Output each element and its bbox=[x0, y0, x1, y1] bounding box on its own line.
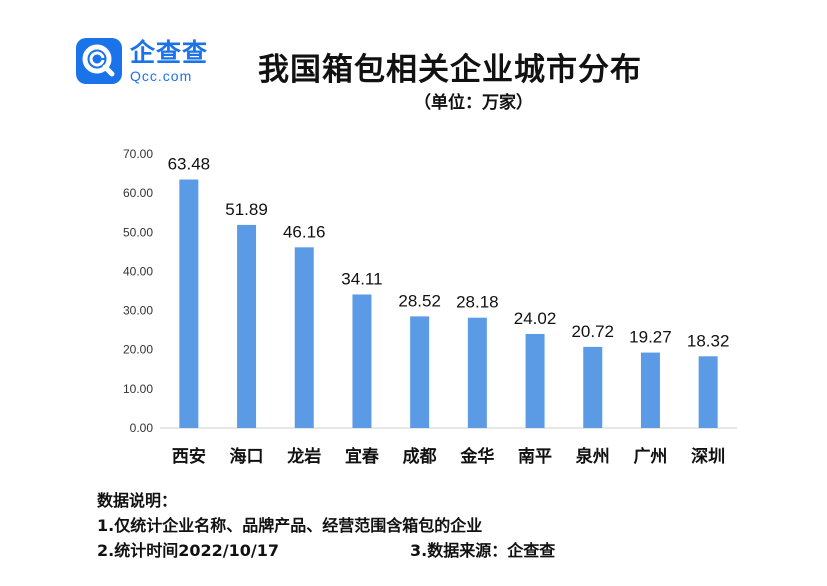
bar-value-label: 19.27 bbox=[629, 328, 672, 347]
bar bbox=[698, 356, 718, 428]
category-label: 南平 bbox=[518, 446, 552, 467]
bar-value-label: 20.72 bbox=[571, 322, 614, 341]
bar bbox=[294, 247, 314, 428]
category-label: 宜春 bbox=[345, 446, 379, 467]
y-tick-label: 20.00 bbox=[123, 343, 153, 357]
bar bbox=[410, 316, 430, 428]
y-tick-label: 60.00 bbox=[123, 186, 153, 200]
category-labels-group: 西安 海口 龙岩 宜春 成都 金华 南平 泉州 广州 深圳 bbox=[172, 446, 725, 467]
value-labels-group: 63.48 51.89 46.16 34.11 28.52 28.18 24.02 20.72… bbox=[168, 155, 730, 351]
y-tick-label: 30.00 bbox=[123, 304, 153, 318]
brand-domain: Qcc.com bbox=[130, 67, 193, 84]
category-label: 西安 bbox=[172, 446, 206, 467]
notes-line-3: 3.数据来源：企查查 bbox=[410, 541, 556, 560]
qcc-logo-icon bbox=[76, 38, 122, 84]
bar bbox=[640, 352, 660, 428]
bar-value-label: 51.89 bbox=[225, 200, 268, 219]
y-tick-label: 40.00 bbox=[123, 264, 153, 278]
data-notes: 数据说明： 1.仅统计企业名称、品牌产品、经营范围含箱包的企业 2.统计时间20… bbox=[97, 488, 555, 563]
bars-group bbox=[179, 179, 718, 428]
y-axis: 0.00 10.00 20.00 30.00 40.00 50.00 60.00 70.00 bbox=[123, 147, 153, 435]
category-label: 海口 bbox=[230, 446, 264, 467]
y-tick-label: 0.00 bbox=[130, 421, 154, 435]
category-label: 泉州 bbox=[575, 446, 610, 467]
brand-name: 企查查 bbox=[130, 37, 209, 67]
category-label: 广州 bbox=[633, 446, 667, 467]
chart-title: 我国箱包相关企业城市分布 bbox=[258, 52, 642, 88]
bar-value-label: 46.16 bbox=[283, 222, 326, 241]
bar-value-label: 28.18 bbox=[456, 293, 499, 312]
notes-heading: 数据说明： bbox=[97, 491, 178, 510]
y-tick-label: 50.00 bbox=[123, 225, 153, 239]
bar bbox=[525, 333, 545, 428]
y-tick-label: 10.00 bbox=[123, 382, 153, 396]
brand-logo: 企查查 Qcc.com bbox=[76, 38, 208, 84]
bar bbox=[237, 224, 257, 428]
bar bbox=[352, 294, 372, 428]
bar-value-label: 34.11 bbox=[341, 269, 382, 288]
category-label: 深圳 bbox=[691, 446, 725, 467]
chart-unit: （单位：万家） bbox=[414, 93, 533, 113]
category-label: 金华 bbox=[459, 446, 494, 467]
bar bbox=[583, 346, 603, 428]
category-label: 成都 bbox=[403, 446, 437, 467]
notes-line-2: 2.统计时间2022/10/17 bbox=[97, 541, 279, 560]
y-tick-label: 70.00 bbox=[123, 147, 153, 161]
bar-value-label: 24.02 bbox=[514, 309, 557, 328]
bar-value-label: 63.48 bbox=[168, 155, 211, 174]
bar-value-label: 18.32 bbox=[687, 331, 730, 350]
category-label: 龙岩 bbox=[286, 446, 321, 467]
notes-line-1: 1.仅统计企业名称、品牌产品、经营范围含箱包的企业 bbox=[97, 516, 483, 535]
bar bbox=[467, 317, 487, 428]
bar bbox=[179, 179, 199, 428]
bar-value-label: 28.52 bbox=[398, 291, 441, 310]
